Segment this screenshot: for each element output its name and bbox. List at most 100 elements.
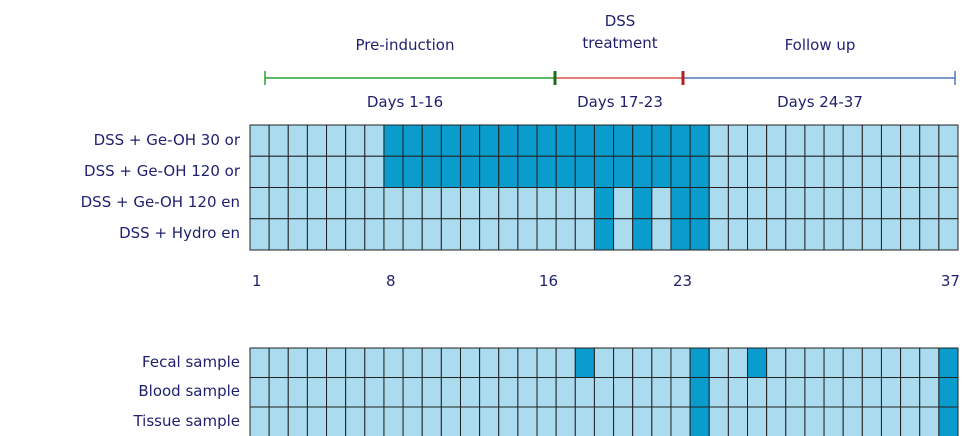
day-cell xyxy=(727,377,749,408)
phase-days: Days 24-37 xyxy=(777,93,863,111)
day-cell xyxy=(804,377,825,408)
day-cell xyxy=(919,187,940,220)
day-cell xyxy=(268,377,289,408)
day-cell xyxy=(402,124,423,157)
day-cell xyxy=(517,347,538,378)
day-cell xyxy=(345,406,366,436)
day-cell xyxy=(689,218,710,251)
day-cell xyxy=(919,347,940,378)
day-cell xyxy=(287,406,308,436)
day-cell xyxy=(306,218,328,251)
day-cell xyxy=(651,406,672,436)
day-cell xyxy=(613,124,634,157)
day-cell xyxy=(613,155,634,188)
day-cell xyxy=(498,347,519,378)
day-cell xyxy=(440,124,461,157)
day-cell xyxy=(804,155,825,188)
day-label: 8 xyxy=(385,272,396,290)
day-cell xyxy=(651,124,672,157)
day-cell xyxy=(459,187,481,220)
day-cell xyxy=(287,187,308,220)
day-cell xyxy=(555,187,576,220)
day-cell xyxy=(651,155,672,188)
day-cell xyxy=(938,377,959,408)
day-cell xyxy=(421,155,442,188)
day-cell xyxy=(670,155,691,188)
row-label: DSS + Ge-OH 120 or xyxy=(84,161,240,180)
day-cell xyxy=(402,155,423,188)
day-cell xyxy=(345,124,366,157)
day-cell xyxy=(747,187,768,220)
day-cell xyxy=(880,124,902,157)
day-cell xyxy=(574,155,595,188)
day-cell xyxy=(900,218,921,251)
day-cell xyxy=(613,187,634,220)
day-cell xyxy=(632,406,653,436)
day-cell xyxy=(766,124,787,157)
day-cell xyxy=(670,347,691,378)
day-cell xyxy=(804,124,825,157)
day-cell xyxy=(517,187,538,220)
day-cell xyxy=(326,155,347,188)
day-cell xyxy=(421,187,442,220)
row-label: Blood sample xyxy=(138,382,240,401)
day-cell xyxy=(842,218,863,251)
day-cell xyxy=(842,347,863,378)
day-cell xyxy=(326,377,347,408)
day-cell xyxy=(766,377,787,408)
day-cell xyxy=(306,187,328,220)
day-cell xyxy=(459,218,481,251)
day-label: 23 xyxy=(672,272,693,290)
phase-name: DSS treatment xyxy=(582,12,658,52)
day-cell xyxy=(613,377,634,408)
day-cell xyxy=(421,124,442,157)
day-cell xyxy=(593,218,615,251)
day-cell xyxy=(402,347,423,378)
day-cell xyxy=(938,187,959,220)
day-cell xyxy=(326,218,347,251)
day-cell xyxy=(536,406,557,436)
day-cell xyxy=(517,124,538,157)
day-cell xyxy=(593,377,615,408)
day-cell xyxy=(306,347,328,378)
day-cell xyxy=(708,347,729,378)
day-cell xyxy=(498,377,519,408)
day-cell xyxy=(383,377,404,408)
day-cell xyxy=(306,377,328,408)
day-cell xyxy=(479,124,500,157)
day-cell xyxy=(842,124,863,157)
day-cell xyxy=(861,218,882,251)
day-cell xyxy=(517,377,538,408)
day-cell xyxy=(919,218,940,251)
day-cell xyxy=(249,406,270,436)
day-cell xyxy=(574,187,595,220)
day-cell xyxy=(555,218,576,251)
day-cell xyxy=(555,377,576,408)
day-cell xyxy=(345,347,366,378)
day-cell xyxy=(804,218,825,251)
day-cell xyxy=(459,124,481,157)
day-cell xyxy=(880,347,902,378)
day-cell xyxy=(632,347,653,378)
day-cell xyxy=(938,124,959,157)
day-cell xyxy=(364,218,385,251)
day-cell xyxy=(880,187,902,220)
day-cell xyxy=(459,377,481,408)
day-cell xyxy=(498,124,519,157)
day-cell xyxy=(249,124,270,157)
day-cell xyxy=(861,155,882,188)
day-cell xyxy=(593,155,615,188)
day-cell xyxy=(747,155,768,188)
day-cell xyxy=(747,218,768,251)
day-cell xyxy=(689,187,710,220)
day-cell xyxy=(440,377,461,408)
day-cell xyxy=(364,347,385,378)
day-cell xyxy=(402,377,423,408)
day-cell xyxy=(479,377,500,408)
day-cell xyxy=(689,406,710,436)
day-cell xyxy=(479,187,500,220)
day-cell xyxy=(747,347,768,378)
row-label: DSS + Ge-OH 120 en xyxy=(80,193,240,212)
day-cell xyxy=(345,377,366,408)
day-cell xyxy=(861,187,882,220)
